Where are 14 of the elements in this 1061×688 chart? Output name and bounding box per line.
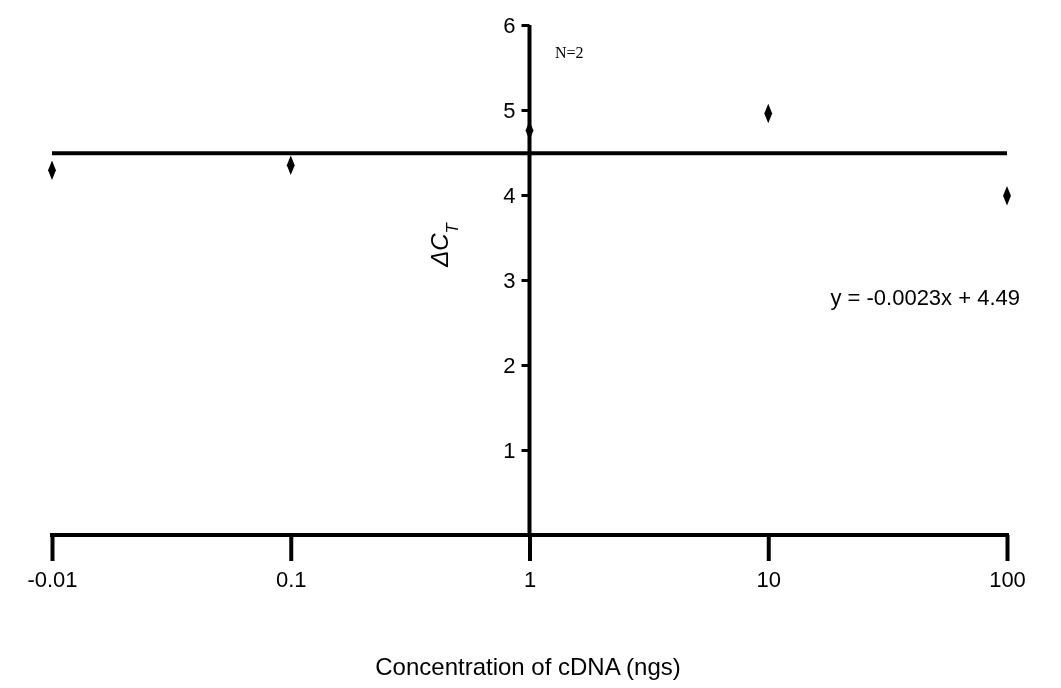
x-tick-label: 0.1 <box>275 566 307 592</box>
y-tick-label: 4 <box>503 182 516 208</box>
x-axis-title: Concentration of cDNA (ngs) <box>375 653 681 680</box>
x-tick-label: 10 <box>756 566 781 592</box>
x-tick-label: 100 <box>989 566 1026 592</box>
y-tick-label: 6 <box>503 12 516 38</box>
x-tick-label: -0.01 <box>27 566 78 592</box>
y-tick-label: 3 <box>503 267 516 293</box>
annotation: N=2 <box>555 44 584 61</box>
y-tick-label: 5 <box>503 97 516 123</box>
annotation: y = -0.0023x + 4.49 <box>830 285 1020 310</box>
y-tick-label: 2 <box>503 352 516 378</box>
x-tick-label: 1 <box>523 566 537 592</box>
y-tick-label: 1 <box>503 437 516 463</box>
